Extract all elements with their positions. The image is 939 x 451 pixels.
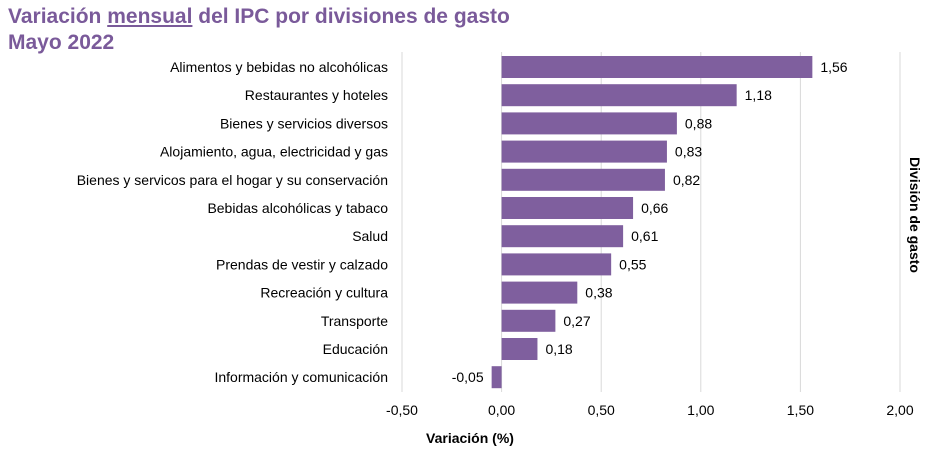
data-label: 0,61 xyxy=(631,228,658,244)
title-line: Variación mensual del IPC por divisiones… xyxy=(8,4,510,30)
title-part2: del IPC por divisiones de gasto xyxy=(192,5,510,28)
data-label: 0,55 xyxy=(619,256,646,272)
chart-subtitle: Mayo 2022 xyxy=(8,31,115,54)
x-tick-label: 1,00 xyxy=(687,402,714,418)
data-label: 0,18 xyxy=(545,341,572,357)
gridlines xyxy=(401,52,901,392)
category-label: Educación xyxy=(323,341,388,357)
category-label: Recreación y cultura xyxy=(260,285,388,301)
x-tick-label: 2,00 xyxy=(886,402,913,418)
category-label: Salud xyxy=(352,228,388,244)
bar xyxy=(501,140,667,163)
bars xyxy=(491,56,813,389)
x-axis-title: Variación (%) xyxy=(426,430,514,446)
bar xyxy=(491,366,502,389)
title-part1: Variación xyxy=(8,5,108,28)
data-label: 1,18 xyxy=(745,87,772,103)
bar xyxy=(501,84,737,107)
category-label: Transporte xyxy=(321,313,388,329)
category-label: Bienes y servicios diversos xyxy=(220,115,388,131)
x-tick-label: 1,50 xyxy=(787,402,814,418)
x-tick-label: 0,00 xyxy=(488,402,515,418)
chart-title: Variación mensual del IPC por divisiones… xyxy=(8,4,510,56)
x-tick-label: -0,50 xyxy=(386,402,418,418)
data-label: 0,88 xyxy=(685,115,712,131)
bar xyxy=(501,338,538,360)
category-label: Restaurantes y hoteles xyxy=(245,87,388,103)
labels: -0,50 0,00 0,50 1,00 1,50 2,00 Alimentos y beb… xyxy=(77,59,914,418)
data-label: 0,38 xyxy=(585,285,612,301)
bar xyxy=(501,225,624,248)
bar xyxy=(501,112,677,135)
category-label: Alojamiento, agua, electricidad y gas xyxy=(160,144,388,160)
data-label: 1,56 xyxy=(820,59,847,75)
x-tick-label: 0,50 xyxy=(588,402,615,418)
category-label: Bienes y servicos para el hogar y su con… xyxy=(77,172,388,188)
bar xyxy=(501,56,813,78)
category-label: Información y comunicación xyxy=(214,369,388,385)
data-label: 0,27 xyxy=(563,313,590,329)
y-axis-title: División de gasto xyxy=(907,157,923,273)
bar xyxy=(501,309,556,332)
bar xyxy=(501,197,634,219)
data-label: -0,05 xyxy=(452,369,484,385)
data-label: 0,82 xyxy=(673,172,700,188)
bar xyxy=(501,168,665,191)
bar xyxy=(501,281,578,304)
bar xyxy=(501,253,612,276)
category-label: Alimentos y bebidas no alcohólicas xyxy=(170,59,388,75)
category-label: Prendas de vestir y calzado xyxy=(216,256,388,272)
title-underlined-word: mensual xyxy=(107,5,193,28)
data-label: 0,66 xyxy=(641,200,668,216)
data-label: 0,83 xyxy=(675,144,702,160)
category-label: Bebidas alcohólicas y tabaco xyxy=(207,200,388,216)
